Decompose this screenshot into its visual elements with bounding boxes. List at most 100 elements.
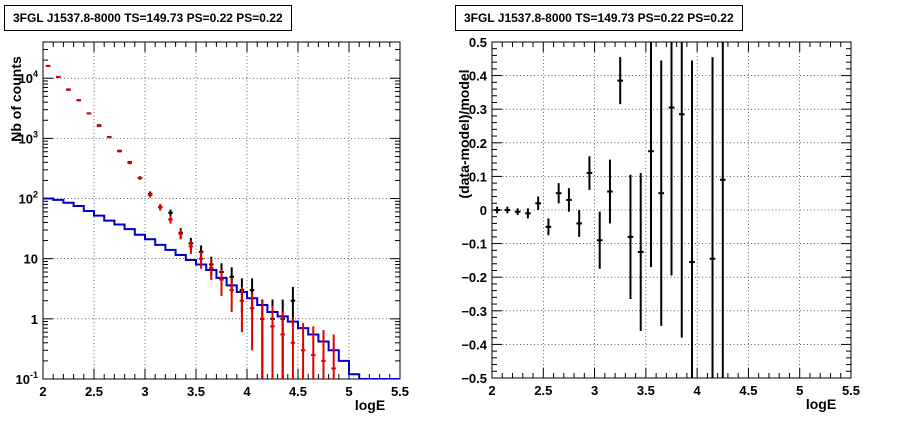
plot-marks <box>494 42 726 378</box>
x-tick-label: 3.5 <box>637 383 655 398</box>
right-chart-panel: 2 2.5 3 3.5 4 4.5 5 5.5 logE −0.5 −0.4 −0.3 −0.2 −0.1… <box>449 0 898 421</box>
x-tick-label: 3.5 <box>187 384 205 399</box>
x-tick-label: 2.5 <box>534 383 552 398</box>
model-point <box>209 259 214 281</box>
x-tick-label: 5.5 <box>391 384 409 399</box>
x-tick-label: 2 <box>488 383 495 398</box>
background-model-histogram <box>43 197 400 379</box>
left-chart-panel: 2 2.5 3 3.5 4 4.5 5 5.5 logE 10-1 1 10 102 103 104 Nb o… <box>4 5 409 413</box>
x-axis-label: logE <box>806 396 836 412</box>
model-point <box>96 125 102 128</box>
plot-background <box>43 42 400 379</box>
model-point <box>280 311 285 379</box>
model-point <box>137 176 143 180</box>
residual-point <box>525 208 531 219</box>
model-point <box>76 99 81 102</box>
model-point <box>86 112 92 115</box>
y-tick-base: 10 <box>19 71 33 86</box>
x-tick-label: 2 <box>39 384 46 399</box>
residual-point <box>596 211 603 269</box>
residuals-chart: 2 2.5 3 3.5 4 4.5 5 5.5 logE −0.5 −0.4 −0.3 −0.2 −0.1… <box>456 35 860 412</box>
model-point <box>127 161 132 165</box>
plot-area: 2 2.5 3 3.5 4 4.5 5 5.5 logE −0.5 −0.4 −0.3 −0.2 −0.1… <box>456 35 860 412</box>
right-chart-title: 3FGL J1537.8-8000 TS=149.73 PS=0.22 PS=0… <box>455 5 743 31</box>
grid-lines <box>43 42 400 379</box>
y-tick-base: 10 <box>24 252 38 267</box>
residual-point <box>576 210 583 237</box>
residual-point <box>719 42 726 378</box>
y-tick-label: 0.2 <box>469 136 487 151</box>
model-point <box>290 317 296 379</box>
model-point <box>300 323 306 379</box>
residual-point <box>545 218 552 236</box>
x-tick-label: 4.5 <box>739 383 757 398</box>
y-tick-exponent: -1 <box>30 370 38 380</box>
model-point <box>311 326 316 379</box>
residual-point <box>504 206 511 214</box>
residual-point <box>678 42 685 338</box>
x-tick-label: 3 <box>141 384 148 399</box>
y-tick-label: 10 <box>24 252 38 267</box>
model-point <box>117 150 122 153</box>
residual-point <box>607 159 613 224</box>
y-tick-label: −0.3 <box>461 304 487 319</box>
residual-point <box>648 42 654 268</box>
y-tick-base: 10 <box>19 192 33 207</box>
model-point <box>239 286 245 333</box>
y-axis-label: (data-model)/model <box>456 69 472 198</box>
data-point <box>168 209 173 217</box>
residual-point <box>658 60 665 326</box>
y-tick-label: −0.4 <box>461 337 487 352</box>
residual-point <box>689 60 695 378</box>
x-tick-label: 5.5 <box>842 383 860 398</box>
y-tick-label: 0 <box>480 203 487 218</box>
y-tick-label: 103 <box>19 129 38 146</box>
model-point <box>198 251 204 269</box>
y-tick-base: 1 <box>31 312 38 327</box>
plot-frame <box>42 41 401 380</box>
model-point <box>188 240 194 254</box>
residual-point <box>494 206 500 214</box>
y-tick-label: 0.3 <box>469 102 487 117</box>
y-tick-label: 102 <box>19 190 38 207</box>
x-axis-label: logE <box>355 397 385 413</box>
model-point <box>147 192 153 198</box>
y-axis-label: Nb of counts <box>8 56 24 142</box>
y-tick-label: 104 <box>19 69 38 86</box>
y-tick-label: 0.1 <box>469 169 487 184</box>
y-tick-exponent: 4 <box>33 69 38 79</box>
y-tick-label: 1 <box>31 312 38 327</box>
plot-marks <box>43 64 400 379</box>
model-point <box>331 334 336 379</box>
model-point <box>229 278 234 312</box>
y-tick-label: 10-1 <box>16 370 38 387</box>
residual-point <box>586 156 593 190</box>
x-tick-label: 4 <box>694 383 702 398</box>
model-point <box>219 269 224 296</box>
residual-point <box>566 188 572 212</box>
residual-point <box>535 196 541 210</box>
x-tick-label: 5 <box>796 383 803 398</box>
x-tick-label: 4 <box>243 384 251 399</box>
y-tick-label: 0.5 <box>469 35 487 50</box>
model-point <box>321 330 326 379</box>
residual-point <box>514 208 521 216</box>
model-point <box>158 204 163 211</box>
y-tick-base: 10 <box>19 131 33 146</box>
x-tick-label: 3 <box>591 383 598 398</box>
y-tick-base: 10 <box>16 372 30 387</box>
x-tick-label: 2.5 <box>85 384 103 399</box>
y-axis-ticks <box>492 41 851 379</box>
y-tick-label: −0.5 <box>461 371 487 386</box>
model-point <box>107 136 112 139</box>
x-tick-label: 4.5 <box>289 384 307 399</box>
model-point <box>66 88 71 91</box>
residual-point <box>668 42 675 276</box>
model-point <box>249 292 255 351</box>
model-point <box>168 215 173 224</box>
model-point <box>178 229 183 240</box>
residual-point <box>617 57 624 105</box>
residual-point <box>627 174 634 300</box>
